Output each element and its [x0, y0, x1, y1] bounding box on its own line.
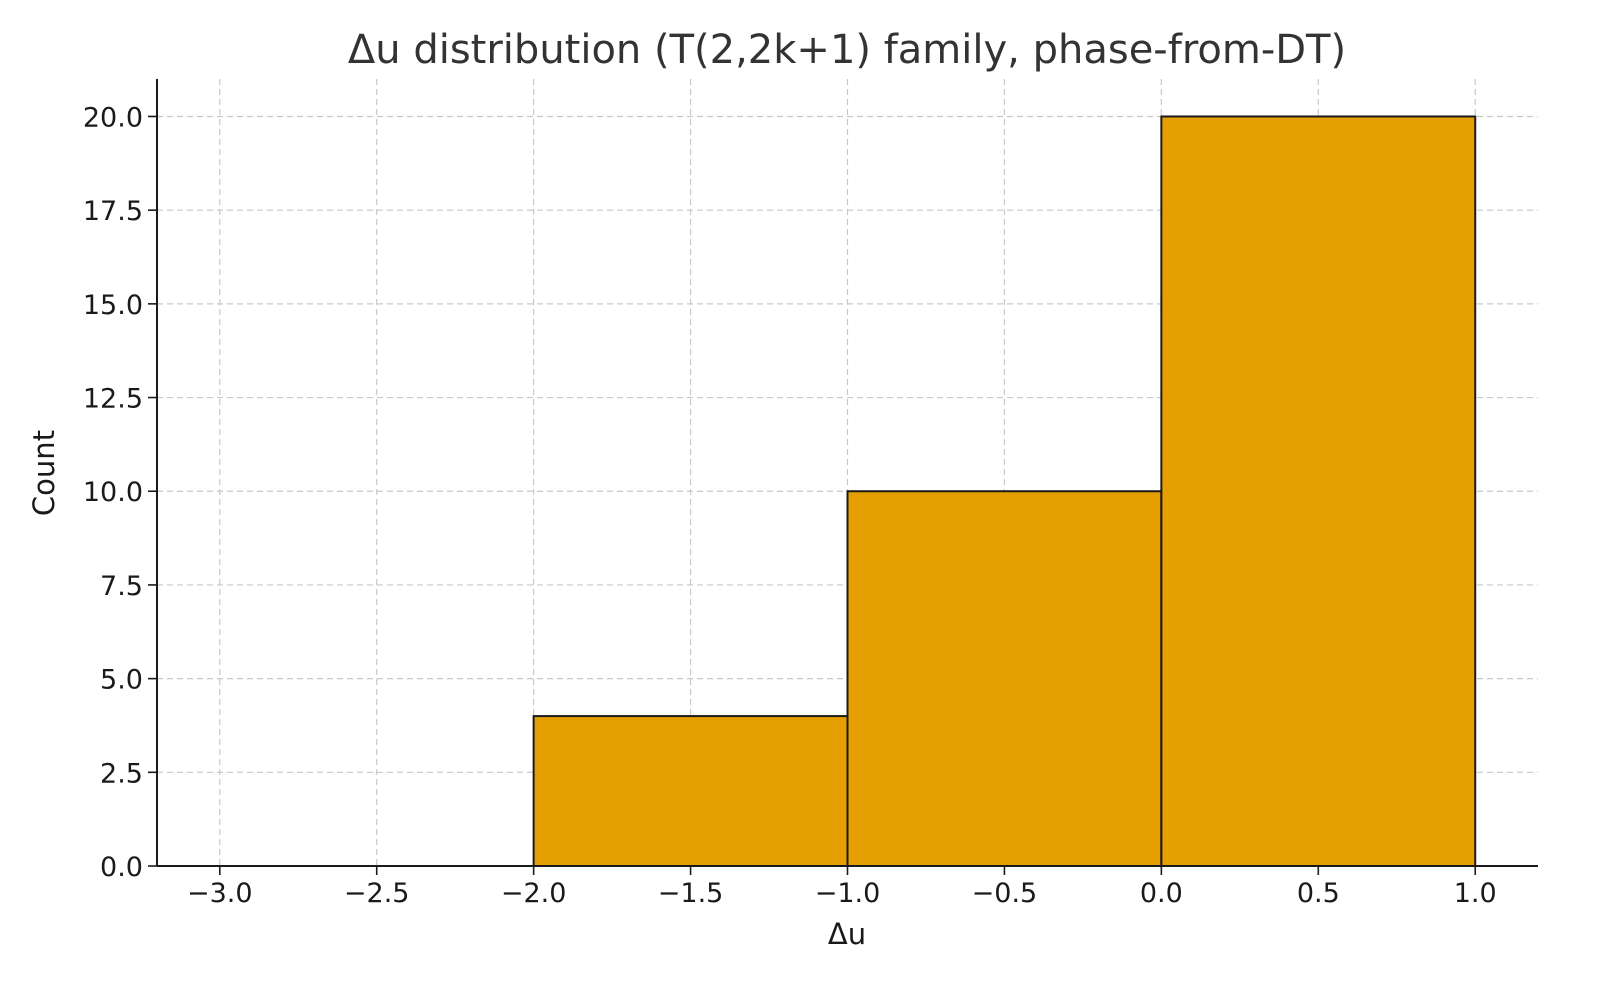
x-tick-label: −0.5: [972, 878, 1038, 909]
y-tick-label: 0.0: [100, 852, 143, 883]
histogram-bar: [1160, 115, 1477, 867]
y-tick-label: 12.5: [83, 384, 143, 415]
y-axis-label: Count: [27, 430, 61, 516]
x-tick-label: −3.0: [187, 878, 253, 909]
y-tick-label: 20.0: [83, 102, 143, 133]
y-tick-label: 15.0: [83, 290, 143, 321]
x-tick-label: 0.0: [1140, 878, 1183, 909]
x-tick-label: −2.5: [344, 878, 410, 909]
y-tick-label: 10.0: [83, 477, 143, 508]
y-tick-label: 7.5: [100, 571, 143, 602]
x-tick-label: 0.5: [1297, 878, 1340, 909]
y-tick-label: 5.0: [100, 665, 143, 696]
chart-title: Δu distribution (T(2,2k+1) family, phase…: [348, 27, 1346, 73]
bars: [532, 115, 1477, 867]
x-tick-label: −2.0: [501, 878, 567, 909]
x-tick-label: −1.0: [815, 878, 881, 909]
x-axis-label: Δu: [828, 917, 866, 951]
y-tick-label: 17.5: [83, 196, 143, 227]
axes: −3.0 −2.5 −2.0 −1.5 −1.0 −0.5 0.0 0.5 1.0 0.0 2.5 5…: [83, 79, 1538, 909]
histogram-bar: [532, 715, 849, 867]
y-tick-label: 2.5: [100, 758, 143, 789]
x-tick-label: 1.0: [1454, 878, 1497, 909]
histogram-bar: [846, 490, 1163, 867]
x-tick-label: −1.5: [658, 878, 724, 909]
